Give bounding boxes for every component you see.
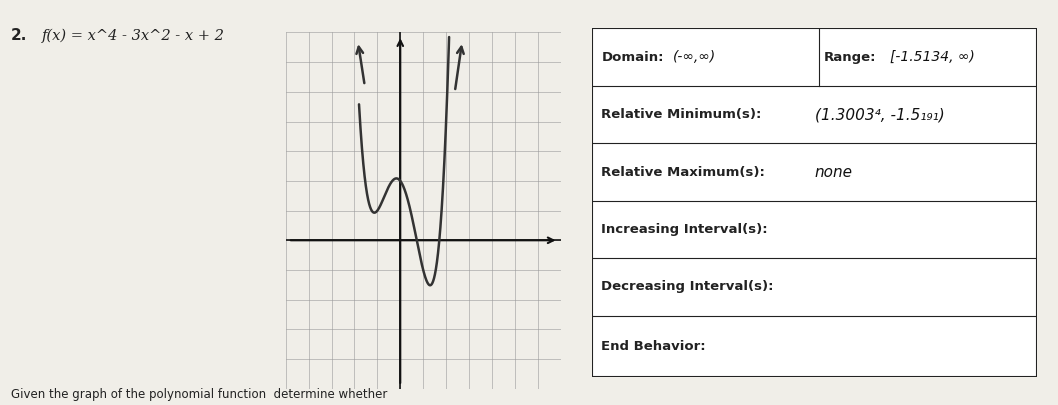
FancyBboxPatch shape	[592, 28, 1037, 377]
Text: 2.: 2.	[11, 28, 26, 43]
Text: End Behavior:: End Behavior:	[601, 340, 706, 353]
Text: Domain:: Domain:	[601, 51, 663, 64]
Text: Decreasing Interval(s):: Decreasing Interval(s):	[601, 281, 773, 294]
Text: [-1.5134, ∞): [-1.5134, ∞)	[890, 50, 975, 64]
Text: Increasing Interval(s):: Increasing Interval(s):	[601, 223, 768, 236]
Text: Relative Maximum(s):: Relative Maximum(s):	[601, 166, 765, 179]
Text: Relative Minimum(s):: Relative Minimum(s):	[601, 108, 762, 121]
Text: f(x) = x^4 - 3x^2 - x + 2: f(x) = x^4 - 3x^2 - x + 2	[42, 28, 225, 43]
Text: (1.3003⁴, -1.5₁₉₁): (1.3003⁴, -1.5₁₉₁)	[815, 107, 945, 122]
Text: Given the graph of the polynomial function  determine whether: Given the graph of the polynomial functi…	[11, 388, 387, 401]
Text: (-∞,∞): (-∞,∞)	[673, 50, 715, 64]
Text: Range:: Range:	[823, 51, 876, 64]
Text: none: none	[815, 164, 853, 179]
